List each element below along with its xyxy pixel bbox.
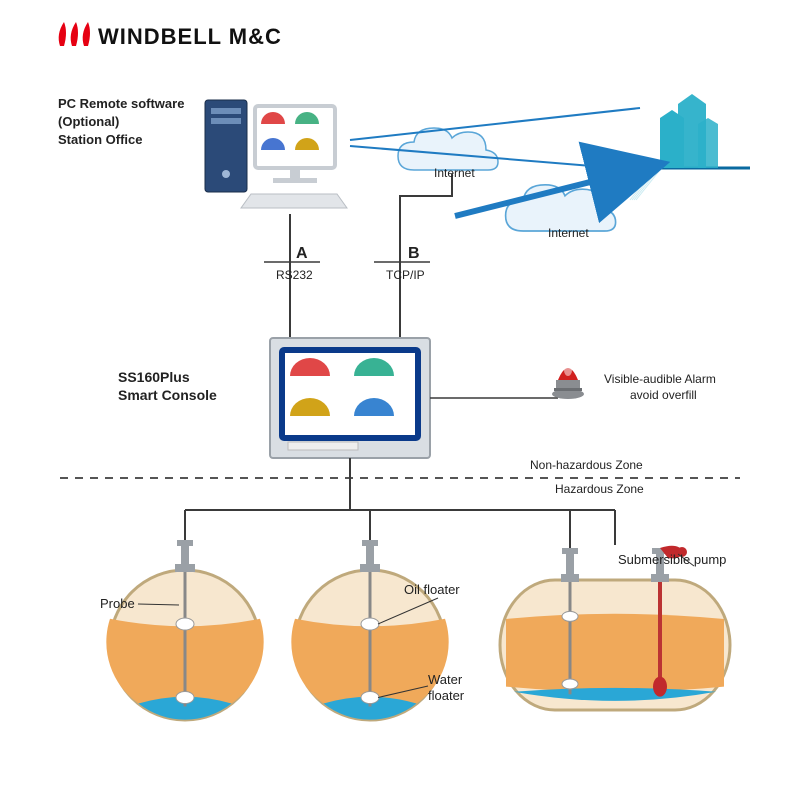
zone-nh-label: Non-hazardous Zone	[530, 458, 643, 474]
pc-label-3: Station Office	[58, 132, 143, 149]
brand-flames-icon	[54, 18, 94, 50]
water-floater-label-1: Water	[428, 672, 462, 689]
oil-floater-label: Oil floater	[404, 582, 460, 599]
probe-label: Probe	[100, 596, 135, 613]
water-floater-label-2: floater	[428, 688, 464, 705]
console-label-1: SS160Plus	[118, 368, 190, 386]
alarm-label-1: Visible-audible Alarm	[604, 372, 716, 388]
conn-b-sub: TCP/IP	[386, 268, 425, 284]
console-label-2: Smart Console	[118, 386, 217, 404]
pc-label-2: (Optional)	[58, 114, 119, 131]
internet-label-2: Internet	[548, 226, 589, 242]
brand-name: WINDBELL M&C	[98, 24, 282, 50]
pump-label: Submersible pump	[618, 552, 726, 569]
zone-h-label: Hazardous Zone	[555, 482, 644, 498]
pc-label-1: PC Remote software	[58, 96, 184, 113]
conn-a-label: A	[296, 244, 308, 265]
conn-b-label: B	[408, 244, 420, 265]
internet-label-1: Internet	[434, 166, 475, 182]
alarm-label-2: avoid overfill	[630, 388, 697, 404]
conn-a-sub: RS232	[276, 268, 313, 284]
